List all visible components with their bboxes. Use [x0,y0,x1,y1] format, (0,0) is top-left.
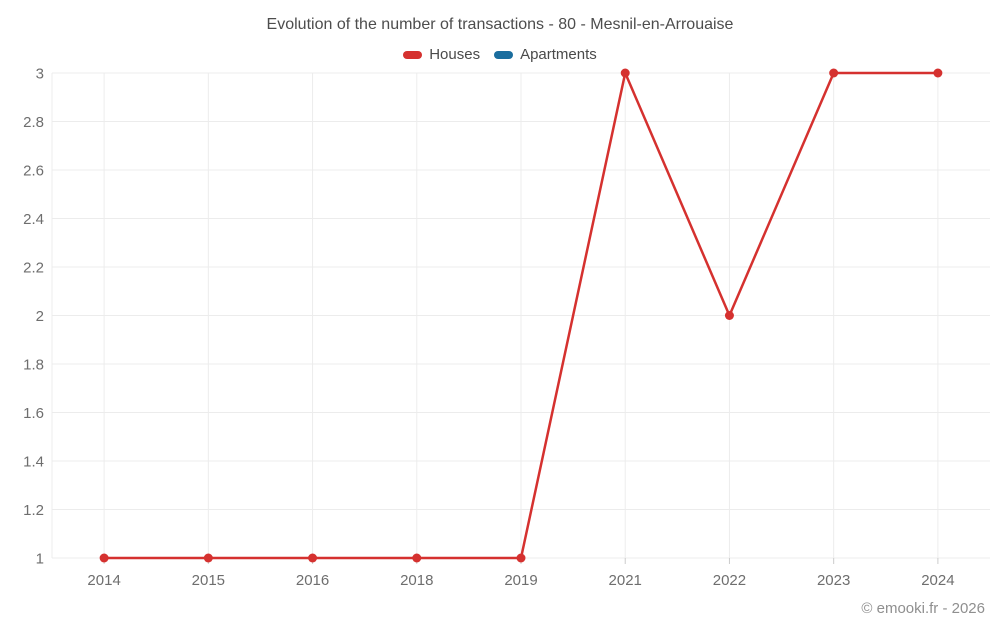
y-tick-label: 2.8 [23,114,44,131]
x-tick-label: 2023 [817,572,850,589]
x-tick-label: 2024 [921,572,954,589]
y-tick-label: 2.4 [23,211,44,228]
y-tick-label: 2.2 [23,259,44,276]
legend-label: Apartments [520,46,597,63]
x-tick-label: 2018 [400,572,433,589]
x-tick-label: 2021 [609,572,642,589]
houses-data-point[interactable] [724,311,734,320]
houses-data-point[interactable] [829,68,839,78]
y-tick-label: 2.6 [23,162,44,179]
legend-swatch-icon [494,50,514,59]
houses-data-point[interactable] [516,553,526,563]
y-tick-label: 2 [36,308,44,325]
legend-item-houses[interactable]: Houses [403,46,480,63]
x-tick-label: 2015 [192,572,225,589]
x-tick-label: 2016 [296,572,329,589]
legend-swatch-icon [403,50,423,59]
chart-title: Evolution of the number of transactions … [266,16,734,33]
chart-legend: Houses Apartments [0,46,1000,63]
x-tick-label: 2019 [504,572,537,589]
legend-item-apartments[interactable]: Apartments [494,46,597,63]
y-tick-label: 1.8 [23,356,44,373]
y-tick-label: 1.6 [23,405,44,422]
y-tick-label: 1.4 [23,453,44,470]
y-tick-label: 1 [36,550,44,567]
legend-label: Houses [429,46,481,63]
houses-data-point[interactable] [99,553,109,563]
x-tick-label: 2014 [87,572,120,589]
copyright-text: © emooki.fr - 2026 [861,600,985,617]
houses-data-point[interactable] [412,553,422,563]
x-tick-label: 2022 [713,572,746,589]
houses-data-point[interactable] [620,68,630,78]
houses-data-point[interactable] [203,553,213,563]
y-tick-label: 1.2 [23,502,44,519]
houses-data-point[interactable] [933,68,943,78]
y-tick-label: 3 [36,65,44,82]
houses-data-point[interactable] [308,553,318,563]
